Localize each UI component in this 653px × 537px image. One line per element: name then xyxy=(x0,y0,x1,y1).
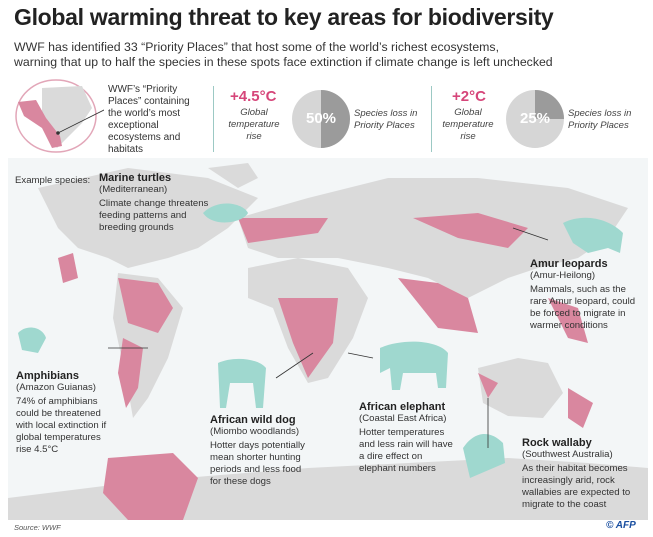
pie-loss-slice xyxy=(535,90,564,119)
species-name: Marine turtles xyxy=(99,172,172,184)
species-name: African wild dog xyxy=(210,414,296,426)
species-marine-turtles: Marine turtles (Mediterranean) Climate c… xyxy=(99,172,209,234)
world-map xyxy=(8,158,648,520)
subtitle-line-1: WWF has identified 33 “Priority Places” … xyxy=(14,40,499,54)
scenario-2-loss-text: Species loss in Priority Places xyxy=(568,108,632,131)
scenario-1-pie: 50% xyxy=(292,90,350,148)
animal-silhouettes xyxy=(18,203,623,478)
species-rock-wallaby: Rock wallaby (Southwest Australia) As th… xyxy=(522,437,640,511)
legend-map-icon xyxy=(15,79,104,153)
scenario-2-percent: 25% xyxy=(519,110,551,127)
scenario-2-pie: 25% xyxy=(506,90,564,148)
page-title: Global warming threat to key areas for b… xyxy=(14,4,554,30)
scenario-2-temp: +2°C xyxy=(452,88,486,105)
species-name: African elephant xyxy=(359,401,446,413)
species-text: 74% of amphibians could be threatened wi… xyxy=(16,396,107,455)
wild-dog-icon xyxy=(218,358,266,408)
species-african-wild-dog: African wild dog (Miombo woodlands) Hott… xyxy=(210,414,315,488)
afp-logo: © AFP xyxy=(606,520,636,531)
species-text: Hotter temperatures and less rain will h… xyxy=(359,427,453,474)
species-african-elephant: African elephant (Coastal East Africa) H… xyxy=(359,401,459,475)
species-region: (Coastal East Africa) xyxy=(359,413,447,424)
species-text: Mammals, such as the rare Amur leopard, … xyxy=(530,284,636,331)
elephant-icon xyxy=(380,341,448,390)
divider xyxy=(431,86,432,152)
wallaby-icon xyxy=(463,433,505,478)
species-text: As their habitat becomes increasingly ar… xyxy=(522,463,631,510)
leopard-icon xyxy=(563,217,623,253)
frog-icon xyxy=(18,327,46,353)
example-label: Example species: xyxy=(15,175,91,186)
scenario-2-label: Global temperature rise xyxy=(442,107,494,142)
turtle-icon xyxy=(203,203,248,223)
source-note: Source: WWF xyxy=(14,523,61,532)
species-amphibians: Amphibians (Amazon Guianas) 74% of amphi… xyxy=(16,370,108,456)
scenario-1-loss-text: Species loss in Priority Places xyxy=(354,108,418,131)
subtitle-line-2: warning that up to half the species in t… xyxy=(14,55,553,69)
scenario-1-percent: 50% xyxy=(305,110,337,127)
pie-loss-slice xyxy=(321,90,350,148)
scenario-1-temp: +4.5°C xyxy=(230,88,277,105)
species-region: (Amur-Heilong) xyxy=(530,270,596,281)
species-name: Amphibians xyxy=(16,370,79,382)
species-name: Rock wallaby xyxy=(522,437,592,449)
species-text: Climate change threatens feeding pattern… xyxy=(99,198,209,233)
divider xyxy=(213,86,214,152)
species-name: Amur leopards xyxy=(530,258,608,270)
species-region: (Amazon Guianas) xyxy=(16,382,96,393)
priority-places xyxy=(58,213,593,520)
scenario-1-label: Global temperature rise xyxy=(228,107,280,142)
species-region: (Mediterranean) xyxy=(99,184,168,195)
species-region: (Miombo woodlands) xyxy=(210,426,300,437)
species-amur-leopards: Amur leopards (Amur-Heilong) Mammals, su… xyxy=(530,258,640,332)
species-region: (Southwest Australia) xyxy=(522,449,613,460)
species-text: Hotter days potentially mean shorter hun… xyxy=(210,440,305,487)
legend-text: WWF’s “Priority Places” containing the w… xyxy=(108,84,190,155)
